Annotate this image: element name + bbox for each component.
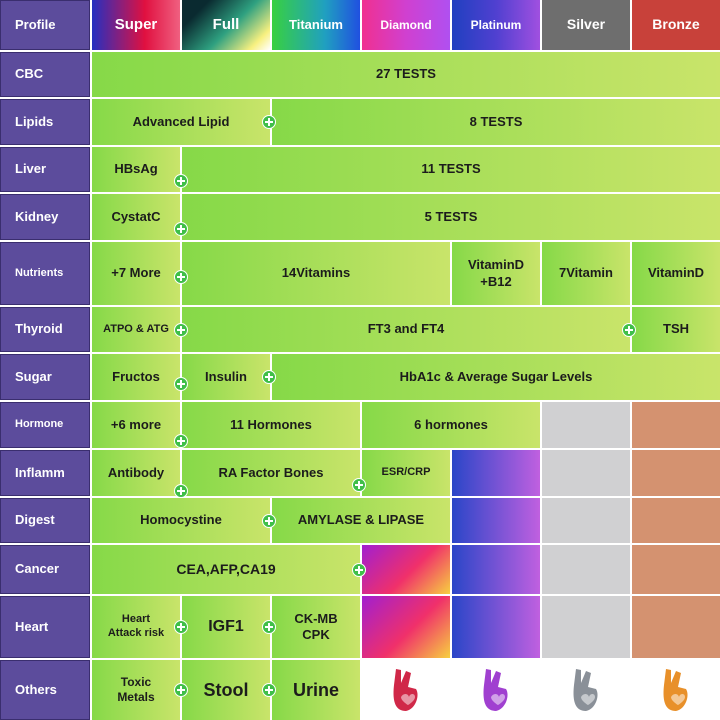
row-label: Inflamm (0, 450, 90, 496)
row-label: CBC (0, 52, 90, 97)
plus-icon (174, 269, 188, 284)
row-label: Liver (0, 147, 90, 192)
row-label: Heart (0, 596, 90, 658)
plus-icon (174, 322, 188, 337)
tier-name: Platinum (452, 0, 540, 50)
test-cell: +7 More (92, 242, 180, 305)
tier-fill (632, 402, 720, 448)
tier-fill (542, 498, 630, 543)
tier-fill (542, 402, 630, 448)
tier-fill (452, 545, 540, 594)
tier-name: Diamond (362, 0, 450, 50)
plus-icon (174, 683, 188, 697)
tier-fill (632, 660, 720, 720)
test-cell: Urine (272, 660, 360, 720)
tier-fill (452, 450, 540, 496)
test-cell: Stool (182, 660, 270, 720)
test-cell: 27 TESTS (92, 52, 720, 97)
test-cell: HbA1c & Average Sugar Levels (272, 354, 720, 400)
tier-name: Silver (542, 0, 630, 50)
test-cell: Heart Attack risk (92, 596, 180, 658)
row-label: Kidney (0, 194, 90, 240)
row-label: Cancer (0, 545, 90, 594)
row-label: Digest (0, 498, 90, 543)
test-cell: AMYLASE & LIPASE (272, 498, 450, 543)
plus-icon (262, 115, 276, 129)
test-cell: +6 more (92, 402, 180, 448)
plus-icon (262, 683, 276, 697)
plus-icon (174, 221, 188, 236)
tier-fill (362, 596, 450, 658)
test-cell: IGF1 (182, 596, 270, 658)
hand-icon (573, 669, 598, 711)
test-cell: RA Factor Bones (182, 450, 360, 496)
test-cell: CystatC (92, 194, 180, 240)
tier-fill (452, 660, 540, 720)
row-label: Thyroid (0, 307, 90, 352)
test-cell: 14Vitamins (182, 242, 450, 305)
tier-name: Bronze (632, 0, 720, 50)
test-cell: ESR/CRP (362, 450, 450, 496)
test-cell: Homocystine (92, 498, 270, 543)
tier-name: Full (182, 0, 270, 50)
tier-fill (362, 660, 450, 720)
plus-icon (174, 376, 188, 391)
hand-icon (483, 669, 508, 711)
row-label: Hormone (0, 402, 90, 448)
tier-fill (632, 545, 720, 594)
test-cell: HBsAg (92, 147, 180, 192)
tier-fill (542, 596, 630, 658)
plus-icon (262, 513, 276, 528)
tier-name: Titanium (272, 0, 360, 50)
tier-fill (632, 596, 720, 658)
test-cell: Antibody (92, 450, 180, 496)
row-label: Sugar (0, 354, 90, 400)
test-cell: 5 TESTS (182, 194, 720, 240)
plus-icon (262, 620, 276, 634)
test-cell: CK-MB CPK (272, 596, 360, 658)
test-cell: VitaminD +B12 (452, 242, 540, 305)
row-label: Others (0, 660, 90, 720)
test-cell: Advanced Lipid (92, 99, 270, 145)
plus-icon (352, 562, 366, 577)
test-cell: 11 Hormones (182, 402, 360, 448)
test-cell: TSH (632, 307, 720, 352)
tier-name: Super (92, 0, 180, 50)
plus-icon (174, 620, 188, 634)
hand-icon (663, 669, 688, 711)
plus-icon (174, 173, 188, 188)
test-cell: VitaminD (632, 242, 720, 305)
row-label: Lipids (0, 99, 90, 145)
test-cell: Fructos (92, 354, 180, 400)
tier-fill (452, 498, 540, 543)
test-cell: 6 hormones (362, 402, 540, 448)
test-cell: CEA,AFP,CA19 (92, 545, 360, 594)
header-label: Profile (0, 0, 90, 50)
tier-fill (542, 450, 630, 496)
tier-fill (542, 545, 630, 594)
plus-icon (174, 434, 188, 449)
test-cell: 11 TESTS (182, 147, 720, 192)
test-cell: FT3 and FT4 (182, 307, 630, 352)
hand-icon (393, 669, 418, 711)
row-label: Nutrients (0, 242, 90, 305)
plus-icon (262, 370, 276, 384)
plus-icon (174, 484, 188, 499)
tier-fill (452, 596, 540, 658)
tier-fill (632, 450, 720, 496)
test-cell: Insulin (182, 354, 270, 400)
test-cell: Toxic Metals (92, 660, 180, 720)
tier-fill (362, 545, 450, 594)
test-cell: 7Vitamin (542, 242, 630, 305)
plus-icon (622, 322, 636, 337)
tier-fill (632, 498, 720, 543)
test-cell: ATPO & ATG (92, 307, 180, 352)
test-cell: 8 TESTS (272, 99, 720, 145)
tier-fill (542, 660, 630, 720)
plus-icon (352, 477, 366, 492)
